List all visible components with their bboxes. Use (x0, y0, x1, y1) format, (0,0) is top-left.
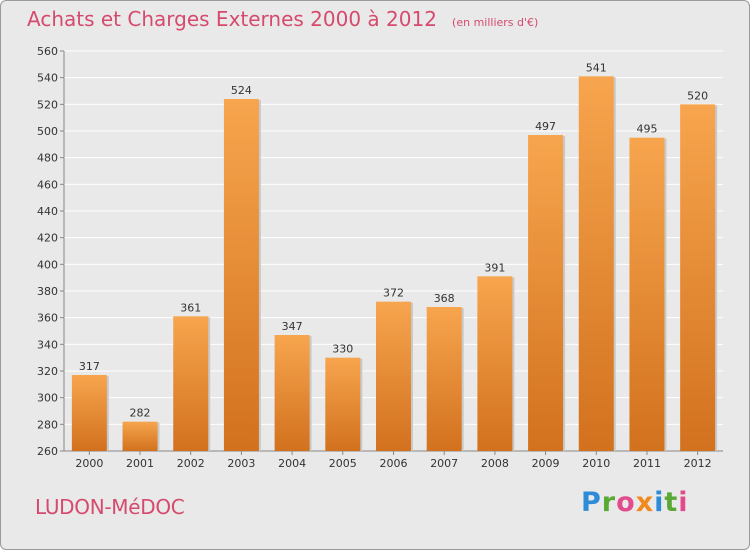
x-tick-label: 2007 (430, 457, 458, 470)
y-tick-label: 540 (37, 72, 58, 85)
y-tick-label: 400 (37, 258, 58, 271)
data-label: 372 (383, 287, 404, 300)
bars (71, 76, 718, 451)
brand-logo: Proxiti (581, 487, 689, 518)
data-label: 495 (636, 123, 657, 136)
x-tick-label: 2005 (329, 457, 357, 470)
title-row: Achats et Charges Externes 2000 à 2012 (… (27, 7, 538, 31)
data-label: 317 (79, 360, 100, 373)
x-tick-label: 2000 (75, 457, 103, 470)
x-tick-label: 2002 (177, 457, 205, 470)
x-tick-label: 2004 (278, 457, 306, 470)
y-tick-label: 260 (37, 445, 58, 458)
data-label: 541 (586, 61, 607, 74)
bar-2010 (578, 76, 614, 451)
y-tick-label: 420 (37, 232, 58, 245)
y-tick-label: 440 (37, 205, 58, 218)
data-label: 282 (130, 407, 151, 420)
data-label: 347 (282, 320, 303, 333)
x-tick-label: 2006 (380, 457, 408, 470)
x-tick-label: 2008 (481, 457, 509, 470)
bar-2000 (71, 375, 107, 451)
bar-2012 (680, 104, 716, 451)
location-name: LUDON-MéDOC (35, 495, 185, 519)
y-tick-label: 340 (37, 338, 58, 351)
y-tick-label: 480 (37, 152, 58, 165)
y-tick-label: 380 (37, 285, 58, 298)
unit-note: (en milliers d'€) (452, 16, 539, 29)
data-label: 497 (535, 120, 556, 133)
x-tick-label: 2003 (227, 457, 255, 470)
data-label: 330 (332, 343, 353, 356)
data-label: 391 (484, 261, 505, 274)
bar-2006 (376, 301, 411, 451)
bar-2002 (173, 316, 209, 451)
bar-2003 (223, 99, 259, 451)
bar-2009 (528, 135, 564, 451)
x-tick-label: 2012 (684, 457, 712, 470)
y-tick-label: 520 (37, 98, 58, 111)
y-tick-label: 280 (37, 418, 58, 431)
x-tick-label: 2001 (126, 457, 154, 470)
chart-title: Achats et Charges Externes 2000 à 2012 (27, 7, 437, 31)
data-label: 524 (231, 84, 252, 97)
axes: 260 280 300 320 340 360 380 400 420 440 460 480 500 5… (37, 45, 723, 470)
x-tick-label: 2010 (582, 457, 610, 470)
bar-2011 (629, 137, 665, 451)
bar-2004 (274, 335, 310, 451)
bar-2008 (477, 276, 513, 451)
data-label: 361 (180, 301, 201, 314)
x-tick-label: 2011 (633, 457, 661, 470)
y-tick-label: 320 (37, 365, 58, 378)
y-tick-label: 460 (37, 178, 58, 191)
data-labels: 317 282 361 524 347 330 372 368 391 497 541 495 520 (79, 61, 708, 419)
bar-2005 (325, 357, 361, 451)
data-label: 368 (434, 292, 455, 305)
data-label: 520 (687, 89, 708, 102)
bar-2007 (426, 307, 462, 451)
y-tick-label: 500 (37, 125, 58, 138)
x-tick-label: 2009 (532, 457, 560, 470)
y-tick-label: 560 (37, 45, 58, 58)
y-tick-label: 300 (37, 392, 58, 405)
y-tick-label: 360 (37, 312, 58, 325)
bar-2001 (122, 421, 158, 451)
